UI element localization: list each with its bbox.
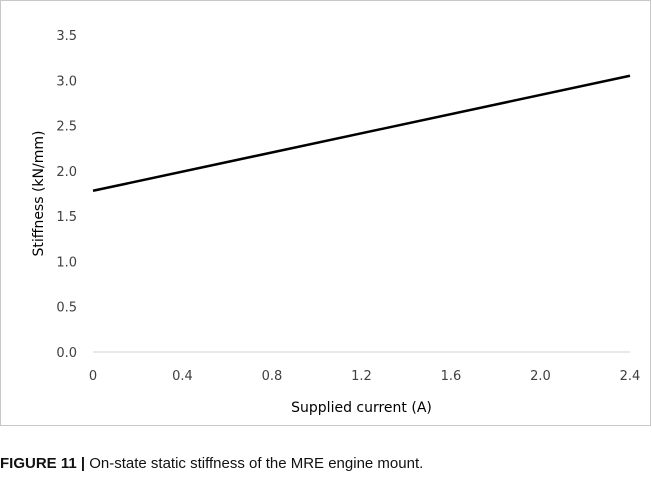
x-tick-label: 2.0 [530, 369, 551, 384]
x-tick-label: 0.8 [262, 369, 283, 384]
y-tick-label: 0.5 [56, 301, 77, 316]
y-tick-label: 2.5 [56, 120, 77, 135]
stiffness-chart: 0.0 0.5 1.0 1.5 2.0 2.5 3.0 3.5 0 0.4 0.8 1.2 1.6 2.… [31, 29, 640, 416]
x-tick-label: 0.4 [172, 369, 193, 384]
y-tick-label: 1.0 [56, 255, 77, 270]
x-axis-title: Supplied current (A) [291, 400, 432, 416]
x-tick-labels: 0 0.4 0.8 1.2 1.6 2.0 2.4 [89, 369, 640, 384]
series-group [92, 74, 631, 193]
caption-text: On-state static stiffness of the MRE eng… [85, 455, 424, 472]
figure-label: FIGURE 11 | [0, 455, 86, 472]
figure-caption: FIGURE 11 | On-state static stiffness of… [0, 455, 423, 472]
y-tick-labels: 0.0 0.5 1.0 1.5 2.0 2.5 3.0 3.5 [56, 29, 77, 361]
chart-frame [0, 0, 651, 426]
x-tick-label: 0 [89, 369, 97, 384]
y-tick-label: 2.0 [56, 165, 77, 180]
x-tick-label: 2.4 [620, 369, 641, 384]
x-tick-label: 1.6 [441, 369, 462, 384]
y-tick-label: 0.0 [56, 346, 77, 361]
y-tick-label: 1.5 [56, 210, 77, 225]
y-tick-label: 3.0 [56, 74, 77, 89]
y-axis-title: Stiffness (kN/mm) [31, 131, 47, 257]
series-line [92, 74, 631, 193]
x-tick-label: 1.2 [351, 369, 372, 384]
y-tick-label: 3.5 [56, 29, 77, 44]
